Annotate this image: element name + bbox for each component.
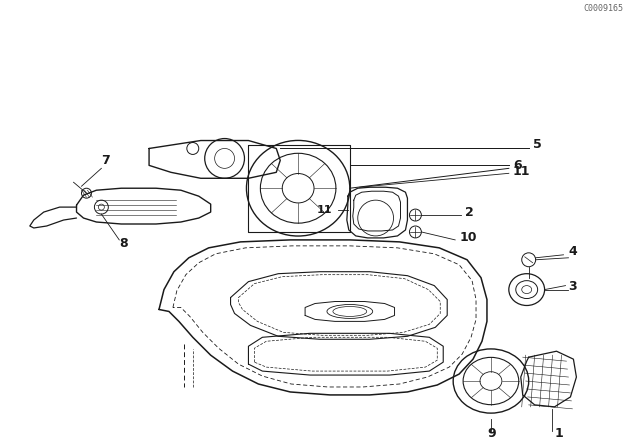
Text: 6: 6 — [513, 159, 522, 172]
Text: C0009165: C0009165 — [583, 4, 623, 13]
Text: 9: 9 — [487, 427, 495, 440]
Text: 11: 11 — [316, 205, 332, 215]
Text: 11: 11 — [513, 165, 531, 178]
Text: 7: 7 — [101, 154, 110, 167]
Text: 5: 5 — [532, 138, 541, 151]
Text: 10: 10 — [459, 232, 477, 245]
Text: 8: 8 — [119, 237, 128, 250]
Text: 3: 3 — [568, 280, 577, 293]
Text: 2: 2 — [465, 206, 474, 219]
Text: 4: 4 — [568, 246, 577, 258]
Text: 1: 1 — [554, 427, 563, 440]
